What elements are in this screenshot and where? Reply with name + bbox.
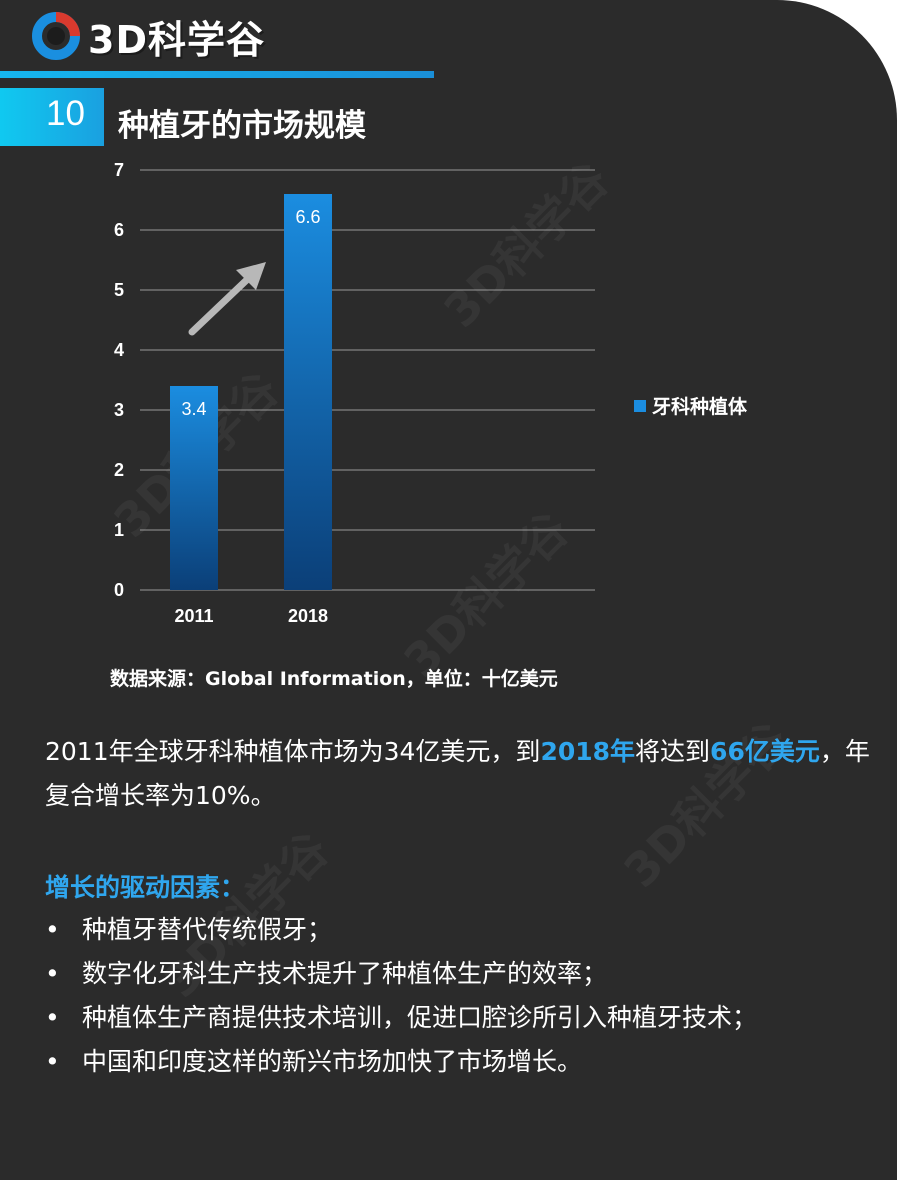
- summary-text: ，年复合增长率为10%。: [45, 737, 870, 810]
- chart-legend: 牙科种植体: [634, 392, 747, 419]
- bar-2011: [170, 386, 218, 590]
- data-label: 6.6: [295, 207, 320, 227]
- x-tick-label: 2018: [288, 606, 328, 626]
- header-divider: [0, 71, 434, 78]
- legend-swatch: [634, 399, 646, 412]
- data-label: 3.4: [181, 399, 206, 419]
- bullet: •: [45, 1047, 60, 1076]
- drivers-heading: 增长的驱动因素：: [45, 873, 246, 902]
- bar-2018: [284, 194, 332, 590]
- list-item: • 种植体生产商提供技术培训，促进口腔诊所引入种植牙技术；: [45, 996, 757, 1040]
- logo-text: 3D科学谷: [88, 17, 265, 62]
- summary-paragraph: 2011年全球牙科种植体市场为34亿美元，到2018年将达到66亿美元，年复合增…: [45, 730, 880, 818]
- logo-ring-icon: [32, 12, 80, 60]
- x-tick-label: 2011: [174, 606, 213, 626]
- list-item: • 种植牙替代传统假牙；: [45, 908, 757, 952]
- trend-arrow-icon: [188, 262, 266, 336]
- summary-text: 2011年全球牙科种植体市场为34亿美元，到: [45, 737, 541, 766]
- list-item-text: 中国和印度这样的新兴市场加快了市场增长。: [82, 1047, 583, 1076]
- source-note: 数据来源：Global Information，单位：十亿美元: [110, 668, 558, 690]
- y-tick-label: 3: [114, 400, 124, 420]
- y-tick-label: 2: [114, 460, 124, 480]
- logo: 3D科学谷: [30, 10, 265, 62]
- list-item-text: 数字化牙科生产技术提升了种植体生产的效率；: [82, 959, 608, 988]
- y-tick-label: 5: [114, 280, 124, 300]
- y-tick-label: 7: [114, 160, 124, 180]
- bar-chart: 0 1 2 3 4 5 6 7 3.4 2011 6.6 2018: [114, 160, 595, 626]
- y-tick-label: 4: [114, 340, 124, 360]
- list-item: • 数字化牙科生产技术提升了种植体生产的效率；: [45, 952, 757, 996]
- summary-text: 将达到: [635, 737, 711, 766]
- list-item-text: 种植牙替代传统假牙；: [82, 915, 333, 944]
- y-tick-label: 0: [114, 580, 124, 600]
- bullet: •: [45, 1003, 60, 1032]
- slide-number: 10: [46, 94, 85, 133]
- drivers-list: • 种植牙替代传统假牙； • 数字化牙科生产技术提升了种植体生产的效率； • 种植体生…: [45, 908, 757, 1084]
- bullet: •: [45, 959, 60, 988]
- summary-highlight-value: 66亿美元: [710, 737, 820, 766]
- bullet: •: [45, 915, 60, 944]
- y-tick-label: 6: [114, 220, 124, 240]
- summary-highlight-year: 2018年: [540, 737, 636, 766]
- title-number-block: [0, 88, 104, 146]
- list-item-text: 种植体生产商提供技术培训，促进口腔诊所引入种植牙技术；: [82, 1003, 758, 1032]
- legend-label: 牙科种植体: [652, 396, 748, 418]
- y-tick-label: 1: [114, 520, 124, 540]
- page-title: 种植牙的市场规模: [118, 108, 366, 144]
- list-item: • 中国和印度这样的新兴市场加快了市场增长。: [45, 1040, 757, 1084]
